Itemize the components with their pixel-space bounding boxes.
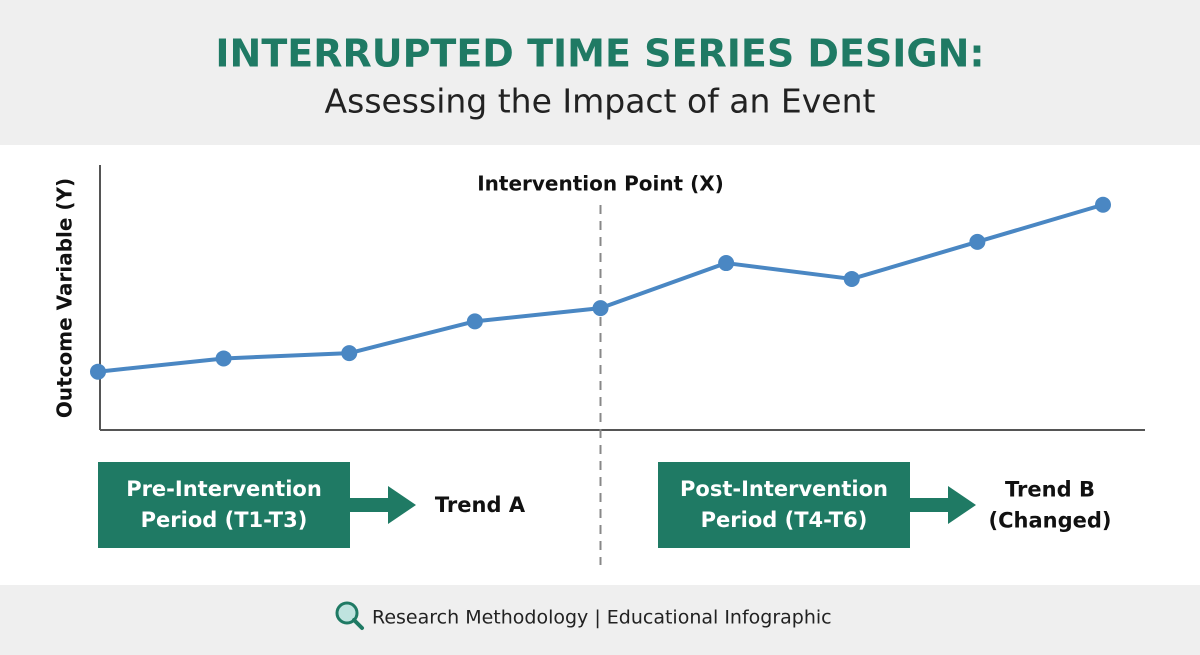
trend-label: Trend A (435, 493, 526, 517)
period-box (658, 462, 910, 548)
subtitle: Assessing the Impact of an Event (325, 82, 876, 121)
period-label: Period (T1-T3) (141, 508, 308, 532)
y-axis-label: Outcome Variable (Y) (53, 178, 77, 418)
data-point (341, 345, 358, 362)
data-point (1095, 196, 1111, 213)
footer-text: Research Methodology | Educational Infog… (372, 607, 832, 629)
title: INTERRUPTED TIME SERIES DESIGN: (215, 32, 984, 76)
header-band (0, 0, 1200, 145)
search-icon (335, 601, 364, 630)
trend-label: Trend B (1005, 478, 1095, 502)
data-point (843, 270, 860, 287)
trend-label: (Changed) (989, 509, 1112, 533)
intervention-label: Intervention Point (X) (477, 172, 724, 196)
data-point (90, 363, 106, 380)
data-point (718, 255, 735, 272)
period-arrow (910, 486, 976, 524)
data-point (215, 350, 232, 367)
data-point (969, 233, 986, 250)
footer-band (0, 585, 1200, 655)
period-arrow (350, 486, 416, 524)
period-label: Post-Intervention (680, 477, 888, 501)
period-label: Pre-Intervention (126, 477, 322, 501)
data-point (592, 300, 609, 317)
period-box (98, 462, 350, 548)
period-label: Period (T4-T6) (701, 508, 868, 532)
data-point (466, 313, 483, 330)
